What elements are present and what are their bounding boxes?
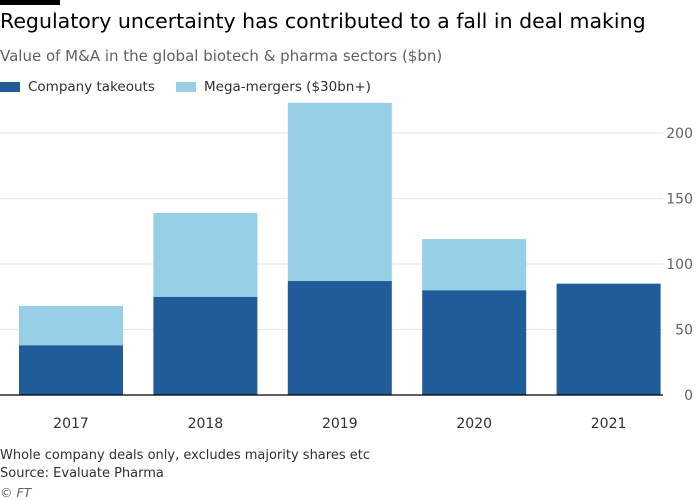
- bar-company-takeouts-2020: [422, 290, 527, 395]
- y-tick-label-200: 200: [666, 126, 693, 142]
- x-tick-label-2019: 2019: [322, 416, 358, 432]
- bar-company-takeouts-2017: [19, 345, 123, 395]
- ft-copyright: © FT: [0, 485, 32, 500]
- bar-mega-mergers-2018: [153, 212, 258, 297]
- legend-label-mega-mergers: Mega-mergers ($30bn+): [204, 79, 371, 95]
- bar-company-takeouts-2021: [556, 283, 661, 395]
- x-tick-label-2017: 2017: [53, 416, 89, 432]
- legend-item-mega-mergers: Mega-mergers ($30bn+): [176, 79, 371, 95]
- legend-swatch-company-takeouts: [0, 82, 20, 92]
- chart-plot: 0 50 100 150 200 2017 2018 2019 2020 2021: [0, 102, 693, 432]
- chart-subtitle: Value of M&A in the global biotech & pha…: [0, 47, 443, 65]
- legend-label-company-takeouts: Company takeouts: [28, 79, 155, 95]
- bar-mega-mergers-2020: [422, 239, 527, 291]
- chart-footnote: Whole company deals only, excludes major…: [0, 448, 370, 463]
- legend-swatch-mega-mergers: [176, 82, 196, 92]
- x-tick-label-2021: 2021: [591, 416, 627, 432]
- y-tick-label-0: 0: [684, 388, 693, 404]
- bar-mega-mergers-2017: [19, 305, 123, 346]
- x-tick-label-2020: 2020: [456, 416, 492, 432]
- y-tick-label-150: 150: [666, 192, 693, 208]
- chart-title: Regulatory uncertainty has contributed t…: [0, 9, 646, 33]
- bar-mega-mergers-2019: [287, 102, 392, 282]
- ft-accent-bar: [0, 0, 60, 5]
- bar-company-takeouts-2019: [287, 281, 392, 395]
- bar-company-takeouts-2018: [153, 296, 258, 395]
- y-tick-label-50: 50: [675, 323, 693, 339]
- y-tick-label-100: 100: [666, 257, 693, 273]
- x-tick-label-2018: 2018: [188, 416, 224, 432]
- legend-item-company-takeouts: Company takeouts: [0, 79, 155, 95]
- chart-source: Source: Evaluate Pharma: [0, 466, 164, 481]
